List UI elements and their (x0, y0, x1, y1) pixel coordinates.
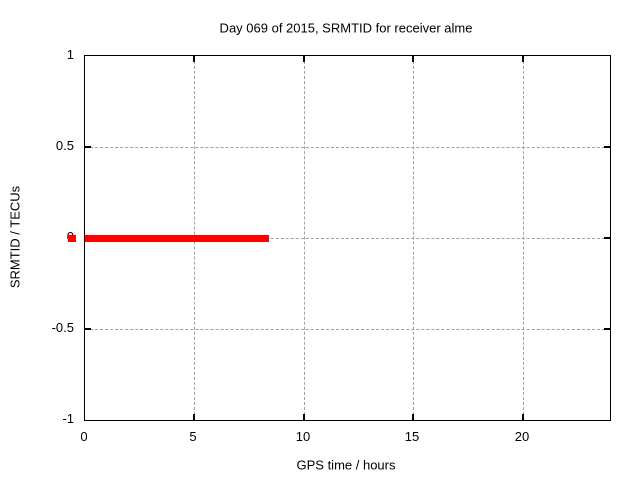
xtick-mark-bottom-20 (522, 414, 524, 420)
chart-title: Day 069 of 2015, SRMTID for receiver alm… (219, 20, 473, 36)
ytick-label-m1: -1 (62, 411, 74, 426)
ytick-mark-left-m0p5 (85, 328, 91, 330)
xtick-label-5: 5 (189, 429, 197, 444)
gridline-y-m0p5 (85, 329, 610, 330)
xtick-mark-bottom-10 (303, 414, 305, 420)
ytick-mark-left-0p5 (85, 146, 91, 148)
gridline-y-0 (85, 238, 610, 239)
gridline-x-15 (413, 56, 414, 420)
ytick-mark-right-0p5 (604, 146, 610, 148)
xtick-label-0: 0 (80, 429, 88, 444)
xtick-mark-bottom-15 (412, 414, 414, 420)
plot-area (68, 55, 611, 421)
data-series-line (85, 234, 269, 242)
xtick-label-20: 20 (514, 429, 530, 444)
gridline-x-10 (304, 56, 305, 420)
xtick-label-10: 10 (295, 429, 311, 444)
ytick-label-m0p5: -0.5 (51, 320, 74, 335)
gridline-x-20 (523, 56, 524, 420)
xtick-mark-top-15 (412, 56, 414, 62)
xtick-mark-bottom-5 (193, 414, 195, 420)
xtick-mark-top-20 (522, 56, 524, 62)
xtick-mark-top-5 (193, 56, 195, 62)
ytick-mark-right-m0p5 (604, 328, 610, 330)
xtick-label-15: 15 (404, 429, 420, 444)
gridline-y-0p5 (85, 147, 610, 148)
ytick-mark-right-0 (604, 237, 610, 239)
ytick-label-0: 0 (0, 229, 74, 245)
red-zero-tick-fragment (68, 234, 76, 242)
ytick-label-1: 1 (66, 47, 74, 62)
ytick-label-0p5: 0.5 (55, 138, 74, 153)
x-axis-title: GPS time / hours (296, 457, 396, 473)
xtick-mark-top-10 (303, 56, 305, 62)
